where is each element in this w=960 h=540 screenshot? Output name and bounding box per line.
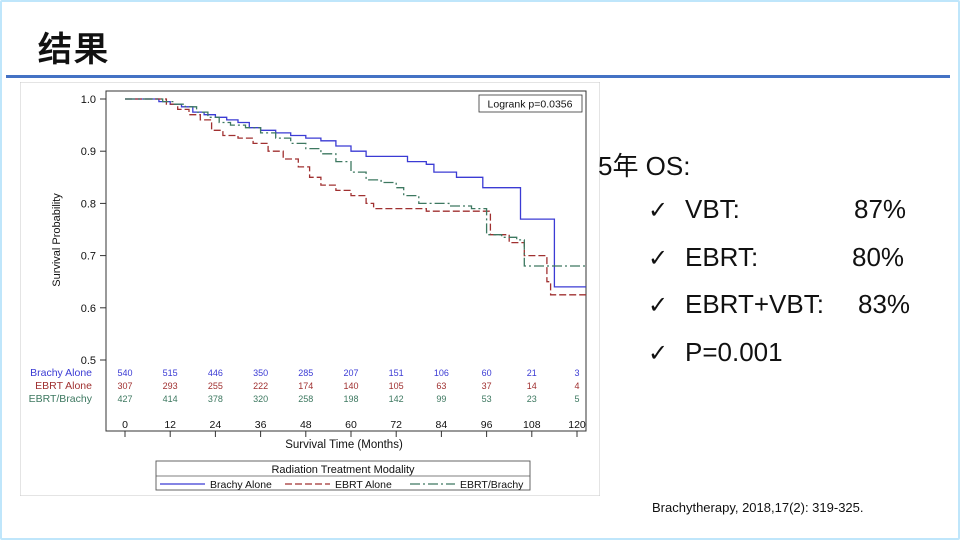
km-survival-chart: 0.50.60.70.80.91.0 Survival Probability … xyxy=(20,82,600,496)
at-risk-count: 105 xyxy=(389,381,404,391)
x-tick-label: 72 xyxy=(390,419,402,431)
at-risk-count: 142 xyxy=(389,394,404,404)
survival-curves xyxy=(125,98,586,296)
at-risk-count: 53 xyxy=(482,394,492,404)
at-risk-count: 174 xyxy=(298,381,313,391)
logrank-box xyxy=(478,94,583,113)
check-icon: ✓ xyxy=(648,339,669,367)
legend-box xyxy=(155,460,531,491)
legend-items: Brachy Alone EBRT Alone EBRT/Brachy xyxy=(160,479,524,491)
at-risk-count: 540 xyxy=(117,368,132,378)
x-axis-label: Survival Time (Months) xyxy=(285,439,403,451)
at-risk-count: 198 xyxy=(343,394,358,404)
at-risk-count: 446 xyxy=(208,368,223,378)
bullet-value: 87% xyxy=(854,194,907,224)
at-risk-count: 258 xyxy=(298,394,313,404)
x-tick-label: 24 xyxy=(210,419,222,431)
at-risk-row-label: EBRT Alone xyxy=(35,380,92,392)
bullet-label: EBRT: xyxy=(685,241,759,272)
y-tick-label: 0.6 xyxy=(81,303,96,315)
chart-legend: Radiation Treatment Modality Brachy Alon… xyxy=(155,460,531,491)
at-risk-row-label: Brachy Alone xyxy=(30,367,92,379)
at-risk-count: 427 xyxy=(117,394,132,404)
y-axis-label: Survival Probability xyxy=(51,193,63,287)
x-tick-label: 0 xyxy=(122,419,128,431)
y-tick-label: 0.8 xyxy=(81,198,96,210)
at-risk-count: 14 xyxy=(527,381,537,391)
at-risk-count: 350 xyxy=(253,368,268,378)
list-item: ✓ P=0.001 xyxy=(648,337,928,385)
at-risk-table: Brachy Alone 540 515 446 350 285 207 151 106 60 21… xyxy=(29,367,580,405)
y-tick-label: 0.5 xyxy=(81,355,96,367)
legend-title: Radiation Treatment Modality xyxy=(271,464,415,476)
check-icon: ✓ xyxy=(648,244,669,272)
list-item: ✓ EBRT: 80% xyxy=(648,242,928,290)
slide-title: 结果 xyxy=(38,30,110,70)
y-tick-label: 0.7 xyxy=(81,251,96,263)
bullet-value: 83% xyxy=(858,289,911,319)
x-tick-label: 84 xyxy=(436,419,448,431)
list-item: ✓ VBT: 87% xyxy=(648,194,928,242)
bullet-label: P=0.001 xyxy=(685,336,783,367)
logrank-annotation: Logrank p=0.0356 xyxy=(488,99,573,111)
at-risk-count: 5 xyxy=(574,394,579,404)
x-tick-label: 120 xyxy=(568,419,586,431)
legend-label: EBRT/Brachy xyxy=(460,479,524,491)
citation: Brachytherapy, 2018,17(2): 319-325. xyxy=(652,500,864,515)
at-risk-count: 63 xyxy=(436,381,446,391)
at-risk-count: 140 xyxy=(343,381,358,391)
legend-label: EBRT Alone xyxy=(335,479,392,491)
series-line xyxy=(125,98,586,288)
at-risk-count: 99 xyxy=(436,394,446,404)
at-risk-count: 37 xyxy=(482,381,492,391)
at-risk-count: 23 xyxy=(527,394,537,404)
bullet-label: EBRT+VBT: xyxy=(685,289,824,319)
x-tick-label: 96 xyxy=(481,419,493,431)
at-risk-count: 60 xyxy=(482,368,492,378)
title-divider xyxy=(6,75,950,78)
check-icon: ✓ xyxy=(648,292,669,319)
at-risk-count: 21 xyxy=(527,368,537,378)
at-risk-count: 285 xyxy=(298,368,313,378)
bullet-label: VBT: xyxy=(685,194,740,224)
series-line xyxy=(125,98,586,267)
at-risk-count: 307 xyxy=(117,381,132,391)
list-item: ✓ EBRT+VBT: 83% xyxy=(648,289,928,337)
x-tick-label: 108 xyxy=(523,419,541,431)
plot-area xyxy=(105,90,587,432)
at-risk-row-label: EBRT/Brachy xyxy=(29,393,93,405)
at-risk-count: 106 xyxy=(434,368,449,378)
x-tick-label: 12 xyxy=(164,419,176,431)
at-risk-count: 151 xyxy=(389,368,404,378)
at-risk-count: 4 xyxy=(574,381,579,391)
at-risk-count: 3 xyxy=(574,368,579,378)
at-risk-count: 255 xyxy=(208,381,223,391)
x-tick-label: 36 xyxy=(255,419,267,431)
y-tick-label: 0.9 xyxy=(81,146,96,158)
at-risk-count: 414 xyxy=(163,394,178,404)
os-heading: 5年 OS: xyxy=(598,151,691,181)
x-tick-label: 48 xyxy=(300,419,312,431)
at-risk-count: 222 xyxy=(253,381,268,391)
at-risk-count: 378 xyxy=(208,394,223,404)
y-tick-label: 1.0 xyxy=(81,94,96,106)
at-risk-count: 515 xyxy=(163,368,178,378)
bullet-value: 80% xyxy=(852,241,905,272)
x-tick-label: 60 xyxy=(345,419,357,431)
at-risk-count: 207 xyxy=(343,368,358,378)
chart-border xyxy=(20,82,600,496)
legend-label: Brachy Alone xyxy=(210,479,272,491)
at-risk-count: 293 xyxy=(163,381,178,391)
os-results-list: ✓ VBT: 87% ✓ EBRT: 80% ✓ EBRT+VBT: 83% ✓… xyxy=(648,194,928,384)
check-icon: ✓ xyxy=(648,197,669,224)
at-risk-count: 320 xyxy=(253,394,268,404)
x-axis: 0 12 24 36 48 60 72 84 96 108 120 xyxy=(122,419,586,437)
